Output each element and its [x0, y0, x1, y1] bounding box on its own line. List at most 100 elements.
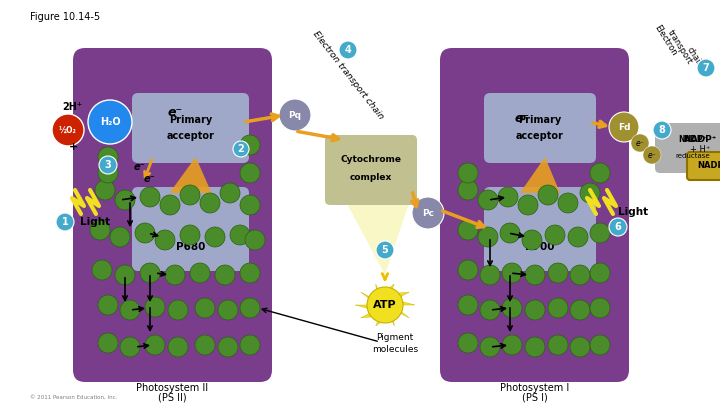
Circle shape: [155, 230, 175, 250]
Text: ATP: ATP: [373, 300, 397, 310]
FancyBboxPatch shape: [484, 93, 596, 163]
Circle shape: [218, 300, 238, 320]
Circle shape: [548, 335, 568, 355]
Circle shape: [458, 333, 478, 353]
Circle shape: [98, 295, 118, 315]
Text: 1: 1: [62, 217, 68, 227]
Circle shape: [480, 337, 500, 357]
Circle shape: [653, 121, 671, 139]
Circle shape: [218, 337, 238, 357]
Text: + H⁺: + H⁺: [690, 145, 710, 154]
Text: Photosystem II: Photosystem II: [136, 383, 209, 393]
Circle shape: [140, 187, 160, 207]
Circle shape: [545, 225, 565, 245]
Circle shape: [568, 227, 588, 247]
Circle shape: [98, 163, 118, 183]
Circle shape: [88, 100, 132, 144]
Circle shape: [190, 263, 210, 283]
Text: chain: chain: [685, 45, 705, 69]
Polygon shape: [385, 292, 409, 305]
FancyBboxPatch shape: [73, 48, 272, 382]
Circle shape: [120, 337, 140, 357]
Circle shape: [240, 163, 260, 183]
FancyBboxPatch shape: [325, 135, 417, 205]
Circle shape: [502, 335, 522, 355]
Circle shape: [525, 265, 545, 285]
Circle shape: [140, 263, 160, 283]
Text: e⁻: e⁻: [144, 174, 156, 184]
Circle shape: [92, 260, 112, 280]
Text: 2H⁺: 2H⁺: [62, 102, 82, 112]
Text: acceptor: acceptor: [166, 131, 215, 141]
Text: e⁻: e⁻: [134, 162, 146, 172]
Polygon shape: [345, 200, 410, 275]
Text: P700: P700: [526, 242, 554, 252]
Circle shape: [135, 223, 155, 243]
Circle shape: [205, 227, 225, 247]
Circle shape: [478, 190, 498, 210]
FancyBboxPatch shape: [687, 152, 720, 180]
Circle shape: [538, 185, 558, 205]
Circle shape: [631, 134, 649, 152]
Polygon shape: [376, 305, 385, 326]
Circle shape: [590, 263, 610, 283]
Polygon shape: [520, 157, 560, 193]
Circle shape: [609, 218, 627, 236]
Circle shape: [279, 99, 311, 131]
Text: e⁻: e⁻: [167, 107, 182, 119]
Text: acceptor: acceptor: [516, 131, 564, 141]
Circle shape: [480, 300, 500, 320]
Circle shape: [458, 180, 478, 200]
Text: 5: 5: [382, 245, 388, 255]
Circle shape: [525, 337, 545, 357]
Circle shape: [99, 156, 117, 174]
Circle shape: [165, 265, 185, 285]
Circle shape: [548, 298, 568, 318]
Text: 2: 2: [238, 144, 244, 154]
Circle shape: [230, 225, 250, 245]
Circle shape: [376, 241, 394, 259]
Circle shape: [609, 112, 639, 142]
FancyBboxPatch shape: [440, 48, 629, 382]
Circle shape: [98, 147, 118, 167]
FancyBboxPatch shape: [655, 123, 720, 173]
Text: 3: 3: [104, 160, 112, 170]
Text: Pq: Pq: [289, 111, 302, 119]
Circle shape: [240, 335, 260, 355]
Text: (PS I): (PS I): [521, 393, 547, 403]
Text: Photosystem I: Photosystem I: [500, 383, 569, 393]
Circle shape: [220, 183, 240, 203]
Circle shape: [570, 265, 590, 285]
Circle shape: [339, 41, 357, 59]
Circle shape: [245, 230, 265, 250]
FancyBboxPatch shape: [132, 93, 249, 163]
Text: NADP⁺: NADP⁺: [683, 136, 716, 145]
Text: reductase: reductase: [675, 153, 710, 159]
Circle shape: [90, 220, 110, 240]
Text: complex: complex: [350, 173, 392, 183]
Circle shape: [160, 195, 180, 215]
Text: Figure 10.14-5: Figure 10.14-5: [30, 12, 100, 22]
Circle shape: [180, 225, 200, 245]
Text: Cytochrome: Cytochrome: [341, 156, 402, 164]
Text: Electron: Electron: [652, 23, 678, 57]
Circle shape: [98, 333, 118, 353]
Circle shape: [480, 265, 500, 285]
Text: Fd: Fd: [618, 122, 630, 132]
Circle shape: [478, 227, 498, 247]
Circle shape: [590, 335, 610, 355]
Text: e⁻: e⁻: [514, 111, 530, 124]
Circle shape: [115, 190, 135, 210]
Circle shape: [458, 295, 478, 315]
Text: Primary: Primary: [518, 115, 562, 125]
Text: +: +: [69, 142, 78, 152]
Polygon shape: [355, 305, 385, 309]
Circle shape: [590, 223, 610, 243]
Circle shape: [195, 298, 215, 318]
Circle shape: [518, 195, 538, 215]
Circle shape: [200, 193, 220, 213]
Circle shape: [525, 300, 545, 320]
Circle shape: [590, 298, 610, 318]
Polygon shape: [376, 284, 385, 305]
Circle shape: [168, 300, 188, 320]
